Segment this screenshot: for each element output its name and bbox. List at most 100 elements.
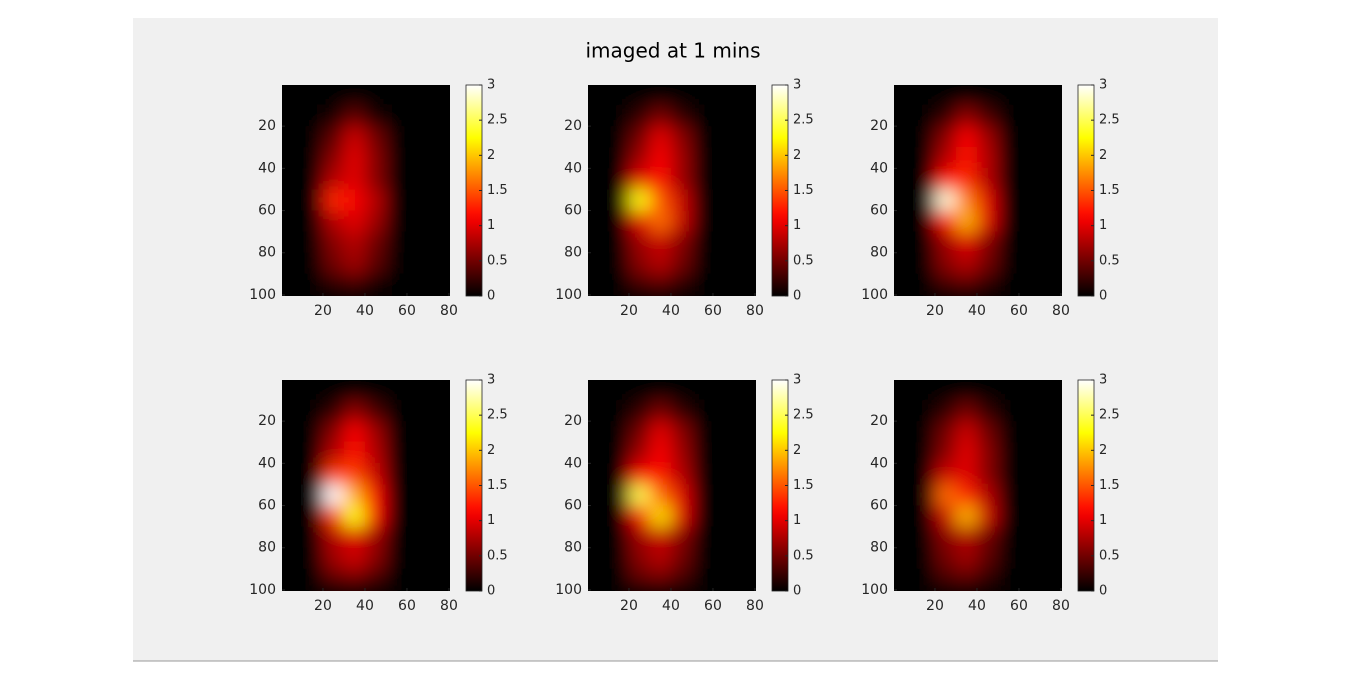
cell [670, 380, 692, 401]
x-tick-label: 80 [746, 598, 764, 614]
cell [343, 210, 365, 232]
cell [976, 126, 998, 148]
cell [322, 147, 344, 169]
y-tick-label: 60 [870, 498, 888, 514]
cell [406, 380, 428, 401]
cell [1018, 547, 1040, 569]
cell [997, 168, 1019, 190]
cell [649, 421, 671, 443]
cell [894, 147, 914, 169]
cell [301, 231, 323, 253]
cell [976, 505, 998, 527]
y-tick-label: 60 [258, 498, 276, 514]
cell [976, 231, 998, 253]
cell [301, 189, 323, 211]
cell [322, 105, 344, 127]
cell [385, 231, 407, 253]
cell [670, 85, 692, 106]
cell [976, 85, 998, 106]
cell [406, 231, 428, 253]
cell [712, 505, 734, 527]
cell [997, 442, 1019, 464]
colorbar-tick-label: 2.5 [1099, 408, 1120, 423]
subplot: 20 40 60 80 20 40 60 80 100 0 0.5 1 1.5 2 2.5 3 [555, 373, 813, 615]
cell [955, 484, 977, 506]
cell [364, 168, 386, 190]
cell [1039, 126, 1061, 148]
colorbar-tick-label: 0 [487, 584, 495, 599]
cell [733, 505, 755, 527]
cell [385, 484, 407, 506]
cell [997, 380, 1019, 401]
cell [301, 105, 323, 127]
cell [955, 273, 977, 295]
colorbar-tick-label: 2 [487, 443, 495, 458]
cell [427, 547, 449, 569]
cell [427, 252, 449, 274]
cell [385, 85, 407, 106]
cell [301, 505, 323, 527]
cell [364, 231, 386, 253]
y-tick-label: 20 [258, 413, 276, 429]
cell [607, 252, 629, 274]
x-tick-label: 80 [1052, 598, 1070, 614]
cell [282, 568, 302, 590]
cell [913, 526, 935, 548]
cell [607, 231, 629, 253]
cell [406, 400, 428, 422]
cell [997, 547, 1019, 569]
cell [976, 252, 998, 274]
colorbar-tick-label: 3 [487, 373, 495, 388]
cell [343, 421, 365, 443]
cell [934, 126, 956, 148]
y-tick-label: 20 [870, 118, 888, 134]
cell [733, 568, 755, 590]
cell [733, 421, 755, 443]
cell [301, 147, 323, 169]
cell [607, 400, 629, 422]
cell [343, 105, 365, 127]
image [282, 85, 449, 295]
cell [364, 568, 386, 590]
cell [894, 168, 914, 190]
cell [343, 231, 365, 253]
y-tick-label: 40 [258, 455, 276, 471]
cell [1018, 463, 1040, 485]
cell [997, 189, 1019, 211]
cell [588, 147, 608, 169]
cell [976, 380, 998, 401]
cell [670, 547, 692, 569]
cell [733, 442, 755, 464]
cell [691, 526, 713, 548]
cell [712, 126, 734, 148]
y-tick-label: 40 [870, 455, 888, 471]
cell [733, 168, 755, 190]
cell [712, 400, 734, 422]
cell [385, 273, 407, 295]
x-tick-label: 20 [620, 598, 638, 614]
cell [913, 547, 935, 569]
cell [934, 231, 956, 253]
x-tick-label: 40 [356, 598, 374, 614]
cell [364, 442, 386, 464]
cell [691, 147, 713, 169]
cell [733, 85, 755, 106]
cell [976, 189, 998, 211]
cell [588, 126, 608, 148]
cell [913, 105, 935, 127]
cell [649, 105, 671, 127]
cell [364, 505, 386, 527]
cell [385, 252, 407, 274]
cell [997, 421, 1019, 443]
cell [385, 105, 407, 127]
colorbar-tick-label: 3 [1099, 78, 1107, 93]
cell [733, 380, 755, 401]
colorbar-tick-label: 3 [1099, 373, 1107, 388]
cell [385, 547, 407, 569]
cell [301, 85, 323, 106]
cell [976, 463, 998, 485]
cell [1018, 168, 1040, 190]
colorbar-tick-label: 2.5 [793, 408, 814, 423]
cell [976, 168, 998, 190]
image [588, 85, 755, 295]
